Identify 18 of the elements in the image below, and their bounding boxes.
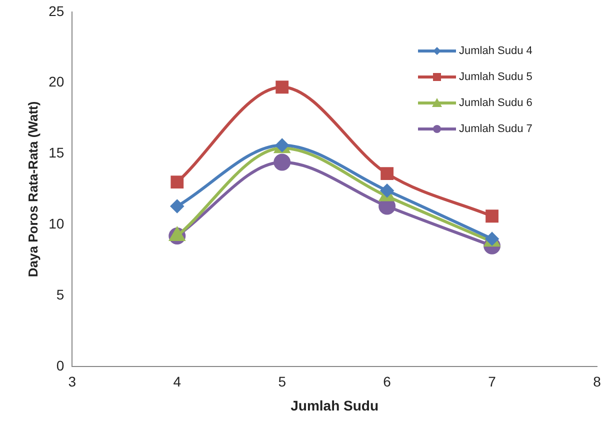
legend-label: Jumlah Sudu 5 xyxy=(459,71,532,83)
y-axis-title: Daya Poros Rata-Rata (Watt) xyxy=(25,101,40,278)
x-axis-title: Jumlah Sudu xyxy=(290,397,379,414)
y-tick-label: 10 xyxy=(48,216,64,232)
y-tick-label: 15 xyxy=(48,144,64,161)
x-tick-label: 5 xyxy=(278,374,286,390)
x-tick-label: 8 xyxy=(593,374,602,390)
x-tick-label: 7 xyxy=(488,374,496,390)
y-tick-label: 20 xyxy=(48,74,64,90)
x-tick-label: 3 xyxy=(68,374,76,390)
y-tick-label: 0 xyxy=(56,357,64,374)
x-tick-label: 4 xyxy=(173,374,182,390)
y-tick-label: 5 xyxy=(56,286,64,302)
legend-label: Jumlah Sudu 4 xyxy=(459,45,532,57)
legend-label: Jumlah Sudu 6 xyxy=(459,97,532,109)
x-tick-label: 6 xyxy=(383,374,392,390)
legend-label: Jumlah Sudu 7 xyxy=(459,123,532,135)
y-tick-label: 25 xyxy=(48,2,64,19)
